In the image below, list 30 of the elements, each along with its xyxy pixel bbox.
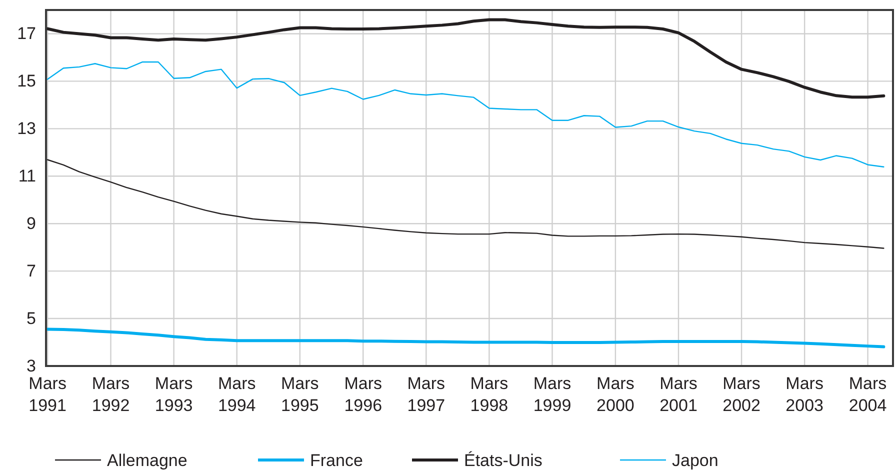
x-tick-label: Mars 2004 (848, 374, 887, 415)
legend-label: Japon (672, 451, 718, 470)
x-tick-label: Mars 2003 (786, 374, 824, 415)
y-tick-label: 7 (26, 262, 36, 281)
x-tick-label: Mars 2002 (722, 374, 760, 415)
line-series (46, 328, 886, 348)
y-tick-label: 11 (18, 166, 36, 186)
x-tick-label: Mars 1997 (407, 374, 446, 415)
x-tick-label: Mars 1999 (533, 374, 572, 415)
y-tick-label: 3 (26, 356, 36, 376)
y-tick-label: 9 (26, 214, 36, 234)
line-series (46, 159, 884, 249)
x-tick-label: Mars 1995 (280, 374, 319, 415)
legend-label: États-Unis (464, 451, 542, 470)
y-tick-label: 13 (17, 119, 36, 138)
y-tick-label: 5 (26, 308, 36, 328)
x-tick-label: Mars 2000 (596, 374, 634, 415)
line-series (46, 18, 886, 99)
legend-label: Allemagne (107, 451, 188, 470)
x-tick-label: Mars 1996 (344, 374, 382, 415)
x-tick-label: Mars 1992 (92, 374, 130, 415)
y-tick-label: 15 (17, 72, 36, 91)
y-tick-label: 17 (17, 24, 36, 44)
legend-label: France (310, 451, 363, 470)
x-tick-label: Mars 1998 (470, 374, 508, 415)
x-tick-label: Mars 2001 (660, 374, 698, 415)
x-tick-label: Mars 1994 (218, 374, 256, 415)
line-series (46, 61, 884, 168)
x-tick-label: Mars 1993 (154, 374, 193, 415)
x-tick-label: Mars 1991 (28, 374, 66, 415)
